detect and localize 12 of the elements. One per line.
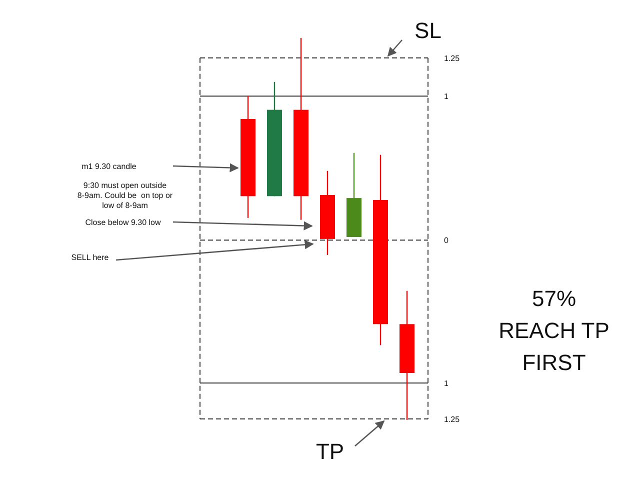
text: m1 9.30 candle [82, 162, 137, 171]
text: 9:30 must open outside 8-9am. Could be on top or low of 8-9am [77, 181, 173, 210]
text: 57% REACH TP FIRST [498, 286, 610, 375]
text: 0 [444, 236, 449, 246]
text: 1.25 [444, 54, 460, 63]
text: SELL here [71, 253, 110, 262]
text: 1.25 [444, 414, 460, 424]
text: 1 [444, 92, 449, 102]
text: 1 [444, 378, 449, 388]
text: Close below 9.30 low [85, 218, 162, 227]
annotation: SL [414, 18, 442, 43]
text: TP [316, 439, 344, 464]
